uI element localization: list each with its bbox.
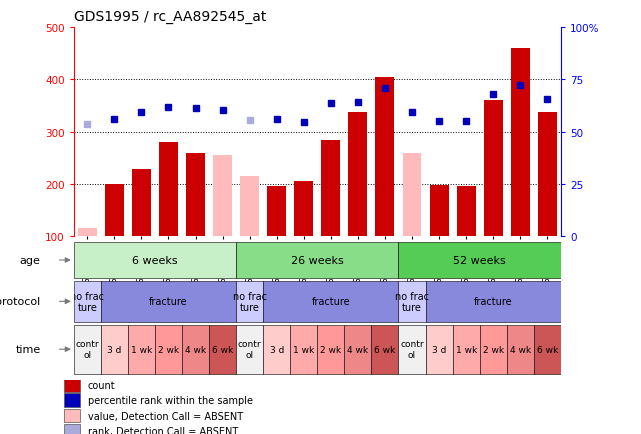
- Text: count: count: [88, 380, 115, 390]
- Text: fracture: fracture: [149, 297, 188, 306]
- Bar: [186, 153, 205, 237]
- Text: 2 wk: 2 wk: [320, 345, 342, 354]
- Bar: [182, 325, 209, 374]
- Bar: [213, 156, 232, 237]
- Bar: [376, 78, 394, 237]
- Text: 3 d: 3 d: [432, 345, 446, 354]
- Bar: [399, 242, 561, 279]
- Bar: [64, 394, 80, 407]
- Bar: [321, 141, 340, 237]
- Text: 4 wk: 4 wk: [347, 345, 369, 354]
- Bar: [344, 325, 371, 374]
- Bar: [349, 113, 367, 237]
- Bar: [105, 184, 124, 237]
- Bar: [371, 325, 399, 374]
- Bar: [101, 281, 236, 322]
- Bar: [263, 325, 290, 374]
- Text: no frac
ture: no frac ture: [395, 291, 429, 312]
- Bar: [64, 409, 80, 422]
- Text: 4 wk: 4 wk: [510, 345, 531, 354]
- Text: contr
ol: contr ol: [238, 340, 262, 359]
- Text: 6 weeks: 6 weeks: [132, 256, 178, 265]
- Bar: [74, 242, 236, 279]
- Text: 2 wk: 2 wk: [483, 345, 504, 354]
- Bar: [426, 281, 561, 322]
- Text: 2 wk: 2 wk: [158, 345, 179, 354]
- Bar: [484, 101, 503, 237]
- Bar: [426, 325, 453, 374]
- Bar: [64, 424, 80, 434]
- Bar: [453, 325, 479, 374]
- Text: percentile rank within the sample: percentile rank within the sample: [88, 395, 253, 405]
- Bar: [456, 187, 476, 237]
- Text: 4 wk: 4 wk: [185, 345, 206, 354]
- Text: rank, Detection Call = ABSENT: rank, Detection Call = ABSENT: [88, 426, 238, 434]
- Text: no frac
ture: no frac ture: [233, 291, 267, 312]
- Text: 3 d: 3 d: [269, 345, 284, 354]
- Bar: [236, 325, 263, 374]
- Bar: [132, 170, 151, 237]
- Bar: [534, 325, 561, 374]
- Bar: [538, 113, 557, 237]
- Bar: [128, 325, 155, 374]
- Text: 52 weeks: 52 weeks: [453, 256, 506, 265]
- Text: fracture: fracture: [474, 297, 513, 306]
- Bar: [263, 281, 399, 322]
- Text: 6 wk: 6 wk: [374, 345, 395, 354]
- Bar: [74, 281, 101, 322]
- Bar: [399, 325, 426, 374]
- Text: value, Detection Call = ABSENT: value, Detection Call = ABSENT: [88, 411, 243, 421]
- Bar: [511, 49, 529, 237]
- Text: protocol: protocol: [0, 297, 40, 306]
- Bar: [64, 378, 80, 392]
- Text: 1 wk: 1 wk: [456, 345, 477, 354]
- Text: 6 wk: 6 wk: [537, 345, 558, 354]
- Text: contr
ol: contr ol: [76, 340, 99, 359]
- Bar: [267, 187, 286, 237]
- Bar: [429, 185, 449, 237]
- Bar: [101, 325, 128, 374]
- Text: GDS1995 / rc_AA892545_at: GDS1995 / rc_AA892545_at: [74, 10, 266, 24]
- Bar: [155, 325, 182, 374]
- Bar: [74, 325, 101, 374]
- Bar: [403, 153, 422, 237]
- Bar: [209, 325, 236, 374]
- Bar: [159, 143, 178, 237]
- Text: contr
ol: contr ol: [400, 340, 424, 359]
- Bar: [240, 177, 259, 237]
- Text: no frac
ture: no frac ture: [71, 291, 104, 312]
- Text: 26 weeks: 26 weeks: [291, 256, 344, 265]
- Text: fracture: fracture: [312, 297, 350, 306]
- Bar: [399, 281, 426, 322]
- Text: 6 wk: 6 wk: [212, 345, 233, 354]
- Text: 1 wk: 1 wk: [293, 345, 314, 354]
- Bar: [236, 281, 263, 322]
- Bar: [236, 242, 399, 279]
- Bar: [294, 182, 313, 237]
- Bar: [317, 325, 344, 374]
- Text: 3 d: 3 d: [107, 345, 122, 354]
- Text: time: time: [15, 345, 40, 354]
- Text: age: age: [20, 256, 40, 265]
- Bar: [78, 229, 97, 237]
- Bar: [479, 325, 507, 374]
- Bar: [290, 325, 317, 374]
- Text: 1 wk: 1 wk: [131, 345, 152, 354]
- Bar: [507, 325, 534, 374]
